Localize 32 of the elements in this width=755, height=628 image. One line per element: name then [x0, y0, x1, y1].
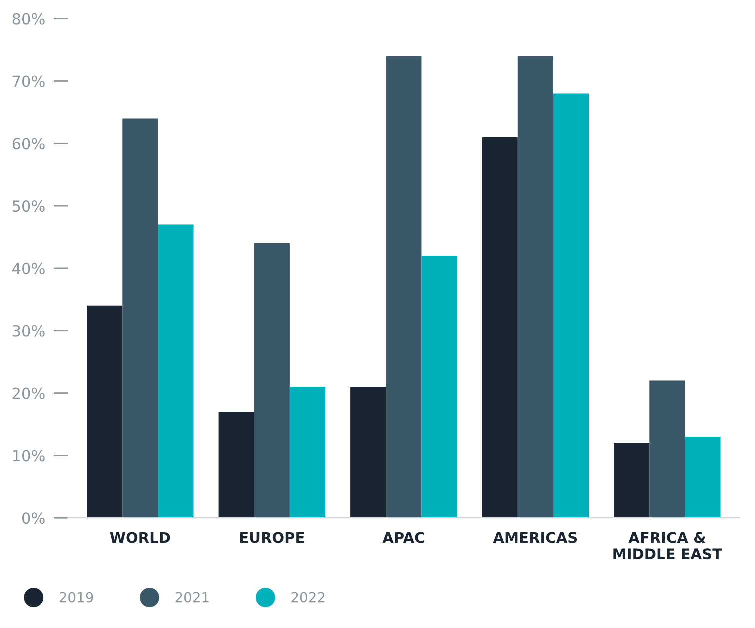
y-tick-label: 20% — [12, 388, 45, 400]
bar — [553, 94, 590, 518]
legend-label: 2022 — [292, 592, 325, 603]
y-tick-label: 50% — [12, 200, 45, 212]
y-tick-label: 40% — [12, 262, 45, 274]
bar — [386, 56, 422, 518]
y-tick-label: 70% — [13, 76, 45, 88]
bar — [614, 443, 650, 518]
bar — [290, 387, 326, 518]
y-tick-label: 0% — [22, 512, 45, 524]
y-tick-label: 60% — [12, 138, 45, 150]
y-tick-label: 10% — [13, 450, 45, 462]
bar — [218, 412, 254, 518]
x-tick-label: WORLD — [110, 532, 170, 544]
legend-label: 2021 — [176, 592, 209, 603]
y-tick-label: 80% — [12, 13, 45, 25]
y-tick-label: 30% — [12, 325, 45, 337]
bar — [518, 56, 554, 518]
bar — [254, 244, 290, 518]
legend-label: 2019 — [60, 592, 94, 603]
x-tick-label: APAC — [382, 532, 424, 544]
bar — [350, 387, 386, 518]
bar — [422, 256, 458, 518]
x-tick-label: EUROPE — [240, 532, 304, 544]
bar — [482, 137, 518, 518]
bar — [158, 224, 194, 518]
bar — [87, 306, 123, 518]
x-tick-label: AMERICAS — [493, 532, 578, 544]
x-tick-label: AFRICA & MIDDLE EAST — [614, 532, 722, 560]
bar — [122, 118, 158, 518]
bar — [650, 380, 686, 518]
bar — [685, 436, 721, 518]
